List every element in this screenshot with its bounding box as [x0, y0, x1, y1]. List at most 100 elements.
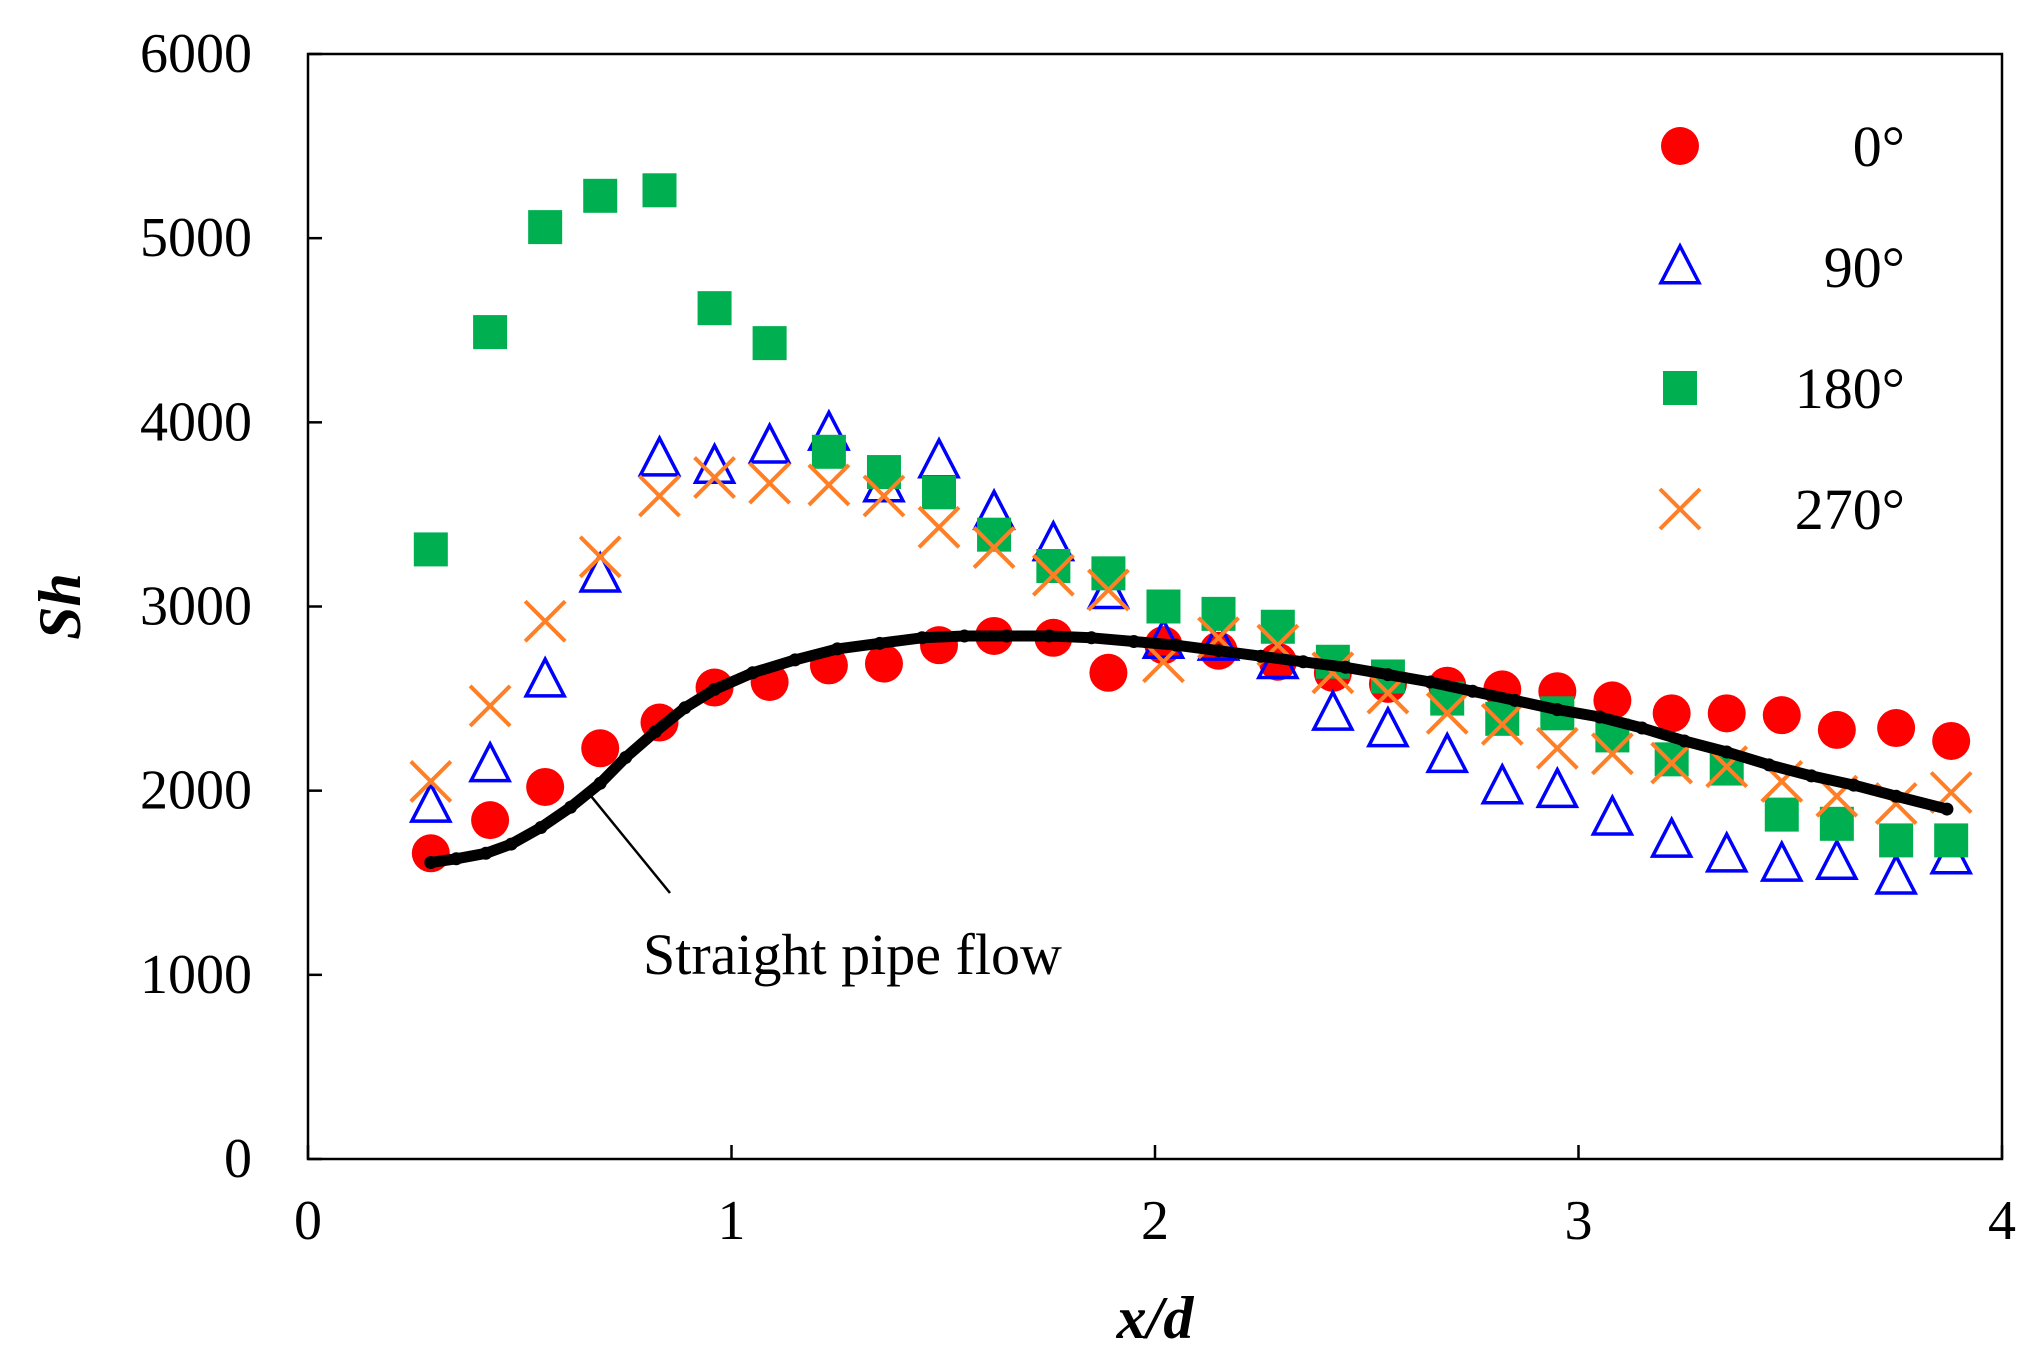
- annotation-leader-line: [585, 789, 671, 894]
- series-2-point: [1485, 701, 1520, 736]
- series-0-point: [581, 729, 620, 768]
- legend-marker: [1661, 127, 1699, 165]
- straight-pipe-flow-point: [1296, 655, 1310, 669]
- legend-marker: [1658, 487, 1702, 531]
- legend-label: 90°: [1824, 235, 1905, 300]
- straight-pipe-flow-point: [1677, 734, 1691, 748]
- series-1-point: [1535, 765, 1580, 809]
- series-1-point: [747, 421, 792, 464]
- series-3-point: [1031, 553, 1075, 597]
- y-tick-label: 4000: [140, 391, 252, 453]
- series-0-point: [1593, 681, 1632, 720]
- series-1-point: [1196, 618, 1241, 661]
- series-3-point: [972, 526, 1016, 569]
- series-2-point: [583, 178, 618, 213]
- series-3-point: [1480, 702, 1524, 746]
- straight-pipe-flow-point: [1804, 769, 1818, 783]
- series-3-point: [917, 505, 961, 549]
- straight-pipe-flow-point: [708, 682, 722, 696]
- straight-pipe-flow-point: [449, 852, 463, 866]
- series-3-point: [1087, 568, 1130, 612]
- series-1-point: [1480, 762, 1525, 805]
- x-axis-title: x/d: [1116, 1285, 1195, 1351]
- legend: 0° 90° 180° 270°: [1658, 114, 1905, 542]
- straight-pipe-flow-point: [1466, 684, 1480, 698]
- legend-marker: [1658, 242, 1702, 285]
- straight-pipe-flow-point: [1042, 629, 1056, 643]
- straight-pipe-flow-label: Straight pipe flow: [643, 922, 1062, 987]
- series-3-point: [862, 474, 906, 518]
- y-tick-label: 5000: [140, 207, 252, 269]
- data-marks: [408, 173, 1974, 895]
- series-2-point: [1091, 556, 1126, 591]
- series-3-point: [468, 684, 512, 728]
- y-tick-label: 1000: [140, 944, 252, 1006]
- straight-pipe-flow-point: [564, 800, 578, 814]
- series-1-point: [1425, 730, 1470, 774]
- series-1-point: [578, 550, 623, 593]
- series-2-point: [642, 173, 677, 208]
- series-2-point: [1819, 806, 1854, 841]
- series-0-point: [1652, 694, 1691, 733]
- series-1-point: [1874, 852, 1918, 895]
- straight-pipe-flow-point: [1847, 778, 1861, 792]
- straight-pipe-flow-point: [746, 666, 760, 680]
- straight-pipe-flow-point: [424, 855, 438, 869]
- legend-label: 270°: [1795, 477, 1905, 542]
- straight-pipe-flow-point: [1940, 802, 1954, 816]
- straight-pipe-flow-point: [1889, 789, 1903, 803]
- straight-pipe-flow-point: [1169, 638, 1183, 652]
- straight-pipe-flow-point: [593, 776, 607, 790]
- series-1-point: [917, 436, 961, 479]
- x-tick-label: 0: [294, 1190, 322, 1252]
- series-0-point: [471, 801, 510, 840]
- y-axis-title: Sh: [27, 573, 93, 640]
- series-2-point: [1764, 797, 1799, 832]
- series-1-point: [1366, 705, 1410, 748]
- straight-pipe-flow-point: [1762, 758, 1776, 772]
- series-3-point: [693, 456, 736, 499]
- series-1-point: [1310, 688, 1355, 731]
- series-3-point: [1535, 726, 1579, 770]
- series-3-point: [578, 535, 622, 579]
- series-1-point: [1814, 837, 1859, 880]
- series-1-point: [692, 441, 737, 485]
- y-tick-label: 6000: [140, 23, 252, 85]
- series-1-point: [468, 740, 512, 783]
- series-0-point: [1762, 696, 1801, 735]
- x-tick-label: 2: [1141, 1190, 1169, 1252]
- series-2-point: [473, 315, 508, 350]
- straight-pipe-flow-point: [1212, 644, 1226, 658]
- series-0-point: [1877, 709, 1916, 748]
- straight-pipe-flow-point: [479, 846, 493, 860]
- series-2-point: [697, 291, 732, 326]
- straight-pipe-flow-point: [1423, 675, 1437, 689]
- series-2-point: [413, 532, 448, 567]
- series-2-point: [1879, 823, 1914, 858]
- straight-pipe-flow-point: [1635, 721, 1649, 735]
- series-3-point: [523, 599, 567, 643]
- straight-pipe-flow-point: [1550, 703, 1564, 717]
- series-2-point: [528, 210, 563, 245]
- straight-pipe-flow-point: [1084, 631, 1098, 645]
- legend-label: 0°: [1853, 114, 1905, 179]
- series-0-point: [1932, 721, 1971, 760]
- series-1-point: [1649, 815, 1694, 858]
- x-tick-label: 1: [718, 1190, 746, 1252]
- straight-pipe-flow-point: [1127, 634, 1141, 648]
- y-tick-label: 0: [224, 1128, 252, 1190]
- annotations: Straight pipe flow: [585, 789, 1062, 987]
- straight-pipe-flow-point: [534, 821, 548, 834]
- straight-pipe-flow-point: [678, 701, 692, 715]
- straight-pipe-flow-point: [1000, 629, 1014, 643]
- series-3-point: [1425, 691, 1469, 735]
- straight-pipe-flow-point: [957, 629, 971, 643]
- straight-pipe-flow-point: [1508, 693, 1522, 707]
- series-3-point: [638, 474, 681, 518]
- series-1-point: [1590, 793, 1635, 836]
- series-2-point: [1654, 742, 1689, 777]
- straight-pipe-flow-point: [1720, 745, 1734, 759]
- straight-pipe-flow-point: [619, 751, 633, 765]
- x-tick-label: 4: [1988, 1190, 2016, 1252]
